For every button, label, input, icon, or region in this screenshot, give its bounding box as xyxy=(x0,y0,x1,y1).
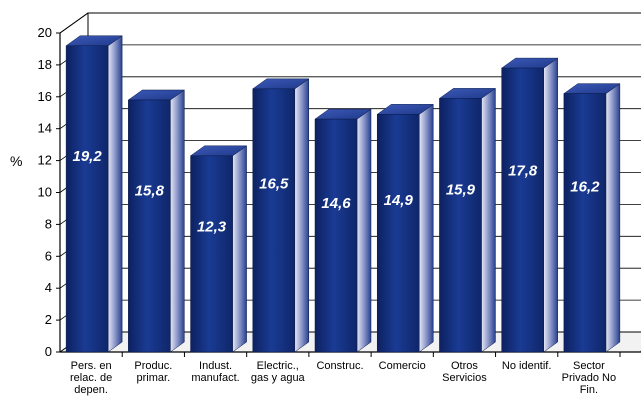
x-tick-label-line: Pers. en xyxy=(71,360,112,372)
x-tick-label-line: Comercio xyxy=(379,360,426,372)
bar xyxy=(65,35,123,353)
bar-side xyxy=(481,87,496,353)
y-tick-label: 0 xyxy=(45,344,52,359)
data-label: 19,2 xyxy=(73,148,103,165)
data-label: 14,9 xyxy=(384,192,414,209)
x-tick-label-line: Privado No xyxy=(562,372,616,384)
y-tick-label: 16 xyxy=(38,89,52,104)
bar-side xyxy=(418,103,434,353)
bar-side xyxy=(543,57,558,353)
gridline-diagonal xyxy=(59,12,89,34)
y-tick-label: 6 xyxy=(45,248,52,263)
x-tick-label-line: relac. de xyxy=(70,372,112,384)
bar xyxy=(500,57,559,353)
x-tick-label-line: manufact. xyxy=(191,372,239,384)
y-axis-label: % xyxy=(10,153,22,169)
data-label: 17,8 xyxy=(508,162,538,179)
x-tick-label-line: No identif. xyxy=(502,360,552,372)
data-label: 14,6 xyxy=(321,195,351,212)
x-tick-label-line: Indust. xyxy=(199,360,232,372)
y-tick-label: 10 xyxy=(38,185,52,200)
bar xyxy=(314,108,372,353)
x-tick-label: Pers. en relac. de depen. xyxy=(70,360,112,396)
x-tick-label-line: depen. xyxy=(74,384,108,396)
x-tick-label: Comercio xyxy=(379,360,426,372)
bar-front xyxy=(314,118,358,353)
bar-front xyxy=(190,155,233,353)
bar-front xyxy=(563,93,607,353)
x-tick-label-line: Sector xyxy=(573,360,605,372)
x-tick-label: Produc. primar. xyxy=(134,360,172,384)
bar-front xyxy=(439,98,482,353)
data-label: 15,9 xyxy=(446,182,476,199)
x-tick-label: Sector Privado No Fin. xyxy=(562,360,616,396)
x-tick-label: Construc. xyxy=(316,360,363,372)
bar xyxy=(563,83,621,353)
x-tick-label: Otros Servicios xyxy=(442,360,487,384)
x-tick-label-line: Produc. xyxy=(134,360,172,372)
y-tick-label: 8 xyxy=(45,216,52,231)
bar-side xyxy=(107,35,123,353)
y-tick-label: 20 xyxy=(38,25,52,40)
x-tick-label-line: Electric., xyxy=(257,360,299,372)
y-tick-label: 12 xyxy=(38,153,52,168)
x-tick-label-line: primar. xyxy=(137,372,171,384)
x-tick-label: No identif. xyxy=(502,360,552,372)
y-tick-label: 2 xyxy=(45,312,52,327)
bar xyxy=(376,103,435,353)
data-label: 16,2 xyxy=(570,179,600,196)
bar-front xyxy=(252,88,296,353)
y-tick-label: 18 xyxy=(38,57,52,72)
x-tick-label-line: Fin. xyxy=(580,384,598,396)
x-tick-label-line: gas y agua xyxy=(251,372,306,384)
data-label: 15,8 xyxy=(135,183,165,200)
y-tick-label: 4 xyxy=(45,280,52,295)
bar xyxy=(127,89,186,353)
bar-side xyxy=(356,108,372,353)
bar-front xyxy=(501,67,544,353)
bar xyxy=(438,87,497,353)
bar-side xyxy=(170,89,185,353)
x-tick-label-line: Servicios xyxy=(442,372,487,384)
bar-side xyxy=(294,78,310,353)
bar xyxy=(251,78,310,353)
data-label: 16,5 xyxy=(259,176,289,193)
x-tick-label-line: Otros xyxy=(451,360,478,372)
data-label: 12,3 xyxy=(197,218,227,235)
bar-front xyxy=(128,99,171,353)
x-tick-label: Indust. manufact. xyxy=(191,360,239,384)
x-tick-label-line: Construc. xyxy=(316,360,363,372)
bar-side xyxy=(232,145,247,353)
bar-front xyxy=(65,45,109,353)
bar-side xyxy=(605,83,621,353)
y-tick-label: 14 xyxy=(38,121,52,136)
bar xyxy=(189,145,248,353)
x-tick-label: Electric., gas y agua xyxy=(251,360,306,384)
bar-front xyxy=(376,114,420,353)
